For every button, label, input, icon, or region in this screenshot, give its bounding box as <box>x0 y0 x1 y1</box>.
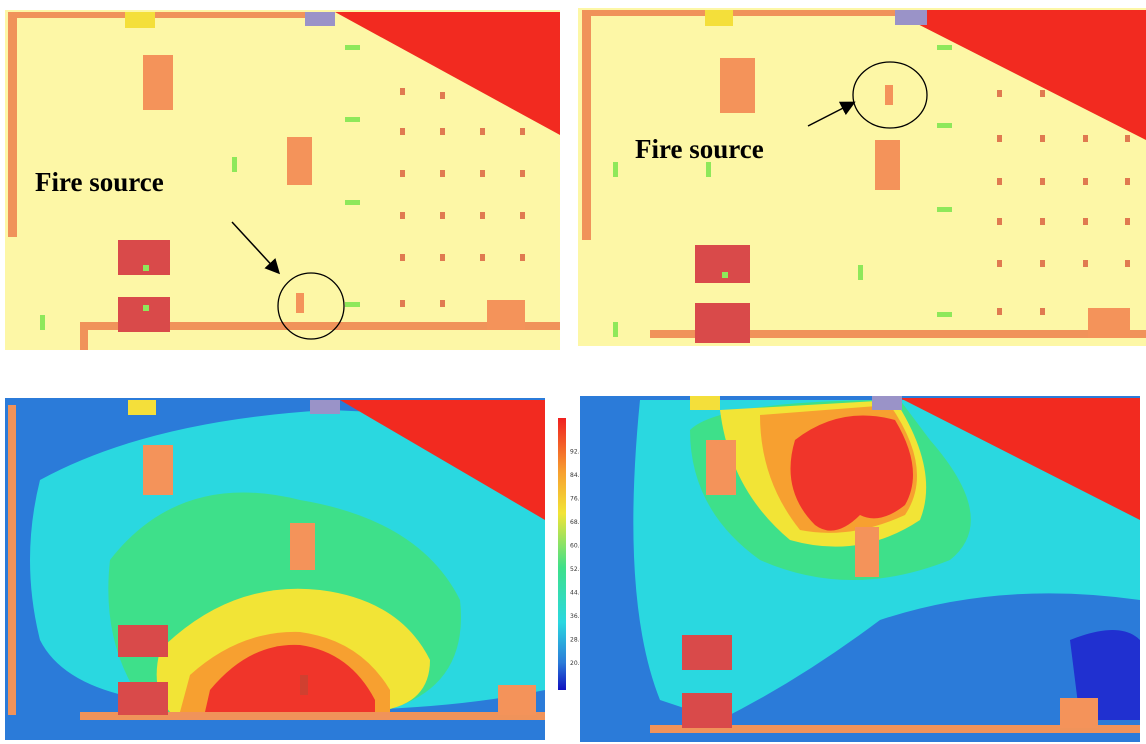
figure: Fire source Fire source <box>0 0 1146 744</box>
panel-bottom-right <box>580 396 1140 742</box>
colorbar: 92.084.076.068.060.052.044.036.028.020.0 <box>558 418 584 690</box>
fire-source-label: Fire source <box>635 134 764 164</box>
panel-bottom-left <box>5 398 545 740</box>
panel-top-left: Fire source <box>5 10 560 350</box>
fire-source-label: Fire source <box>35 167 164 197</box>
panel-top-right: Fire source <box>578 8 1146 346</box>
